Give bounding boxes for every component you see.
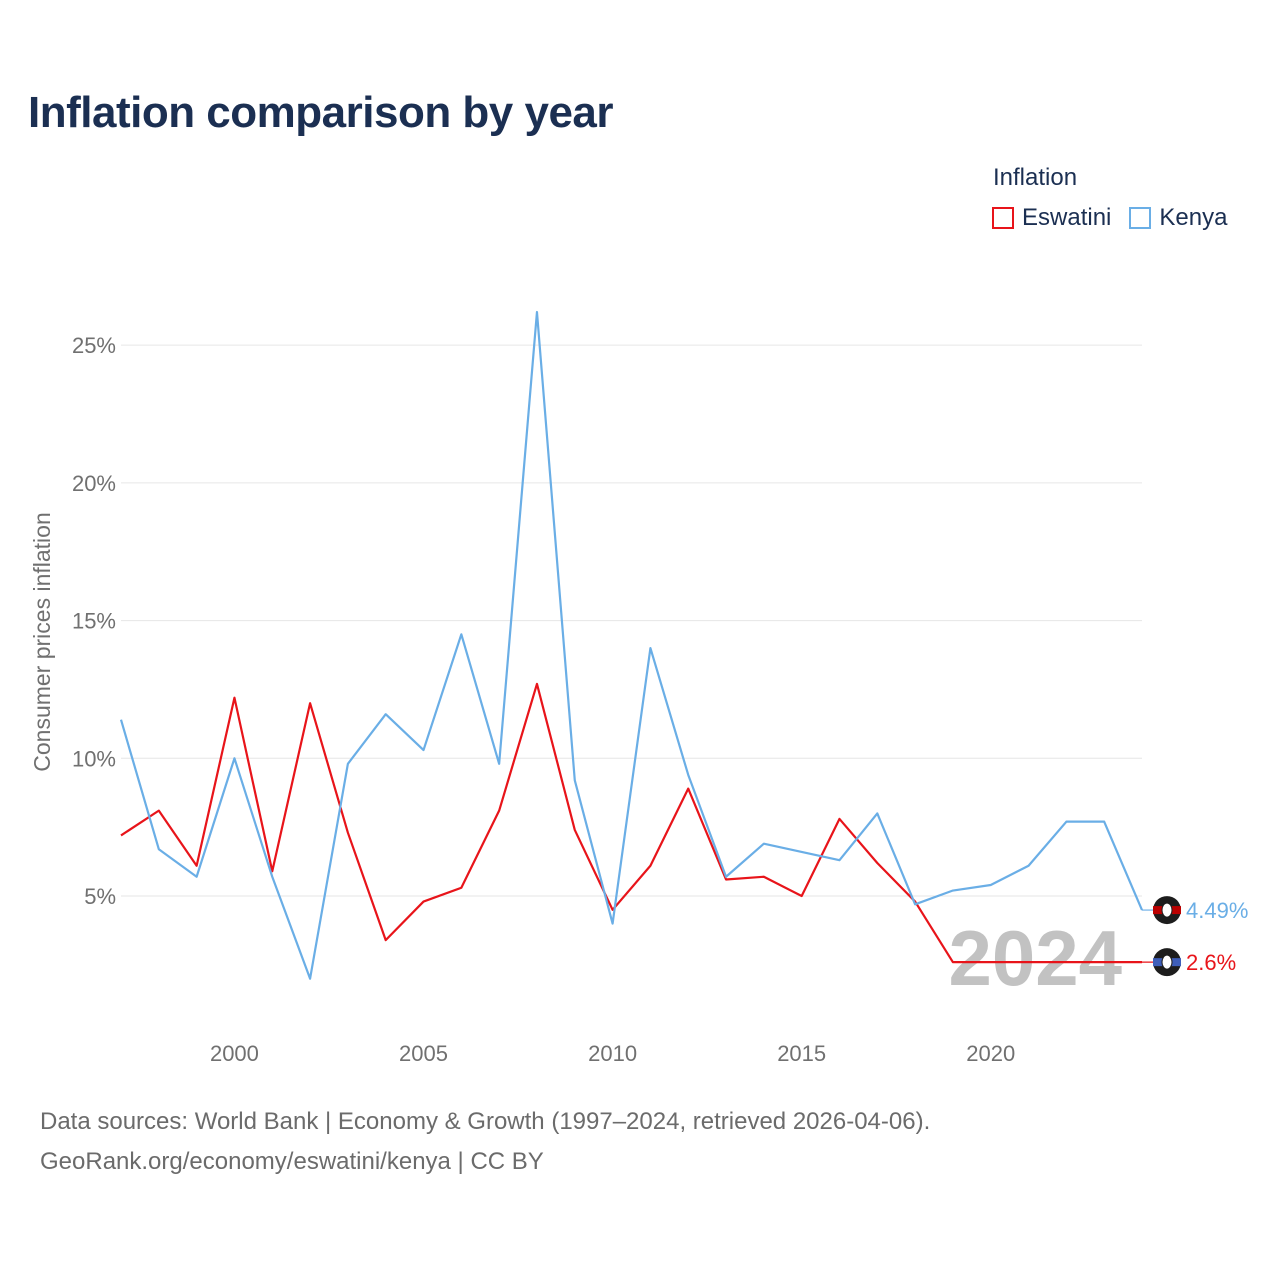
- x-tick-label: 2000: [210, 1041, 259, 1066]
- end-value-label-kenya: 4.49%: [1186, 898, 1248, 923]
- series-line-eswatini: [120, 682, 1142, 964]
- footer-sources: Data sources: World Bank | Economy & Gro…: [40, 1108, 931, 1135]
- legend-label-kenya: Kenya: [1159, 204, 1228, 231]
- end-value-label-eswatini: 2.6%: [1186, 950, 1236, 975]
- legend: Eswatini Kenya: [992, 204, 1227, 232]
- legend-swatch-eswatini: [992, 207, 1014, 229]
- legend-item-eswatini[interactable]: Eswatini: [992, 204, 1111, 232]
- year-watermark: 2024: [948, 914, 1122, 1002]
- x-tick-label: 2015: [777, 1041, 826, 1066]
- legend-title: Inflation: [993, 164, 1078, 191]
- legend-label-eswatini: Eswatini: [1022, 204, 1112, 231]
- y-tick-label: 5%: [84, 884, 116, 909]
- flag-emblem-eswatini: [1161, 954, 1173, 970]
- legend-item-kenya[interactable]: Kenya: [1129, 204, 1227, 232]
- y-tick-label: 25%: [72, 333, 116, 358]
- flag-emblem-kenya: [1161, 902, 1173, 918]
- x-tick-label: 2005: [399, 1041, 448, 1066]
- y-tick-label: 20%: [72, 471, 116, 496]
- series-line-kenya: [119, 310, 1144, 980]
- legend-swatch-kenya: [1129, 207, 1152, 229]
- chart-title: Inflation comparison by year: [28, 88, 614, 137]
- footer-credit: GeoRank.org/economy/eswatini/kenya | CC …: [40, 1148, 544, 1175]
- x-tick-label: 2010: [588, 1041, 637, 1066]
- x-tick-label: 2020: [966, 1041, 1015, 1066]
- y-axis-label: Consumer prices inflation: [29, 512, 55, 772]
- y-tick-label: 10%: [72, 746, 116, 771]
- y-tick-label: 15%: [72, 609, 116, 634]
